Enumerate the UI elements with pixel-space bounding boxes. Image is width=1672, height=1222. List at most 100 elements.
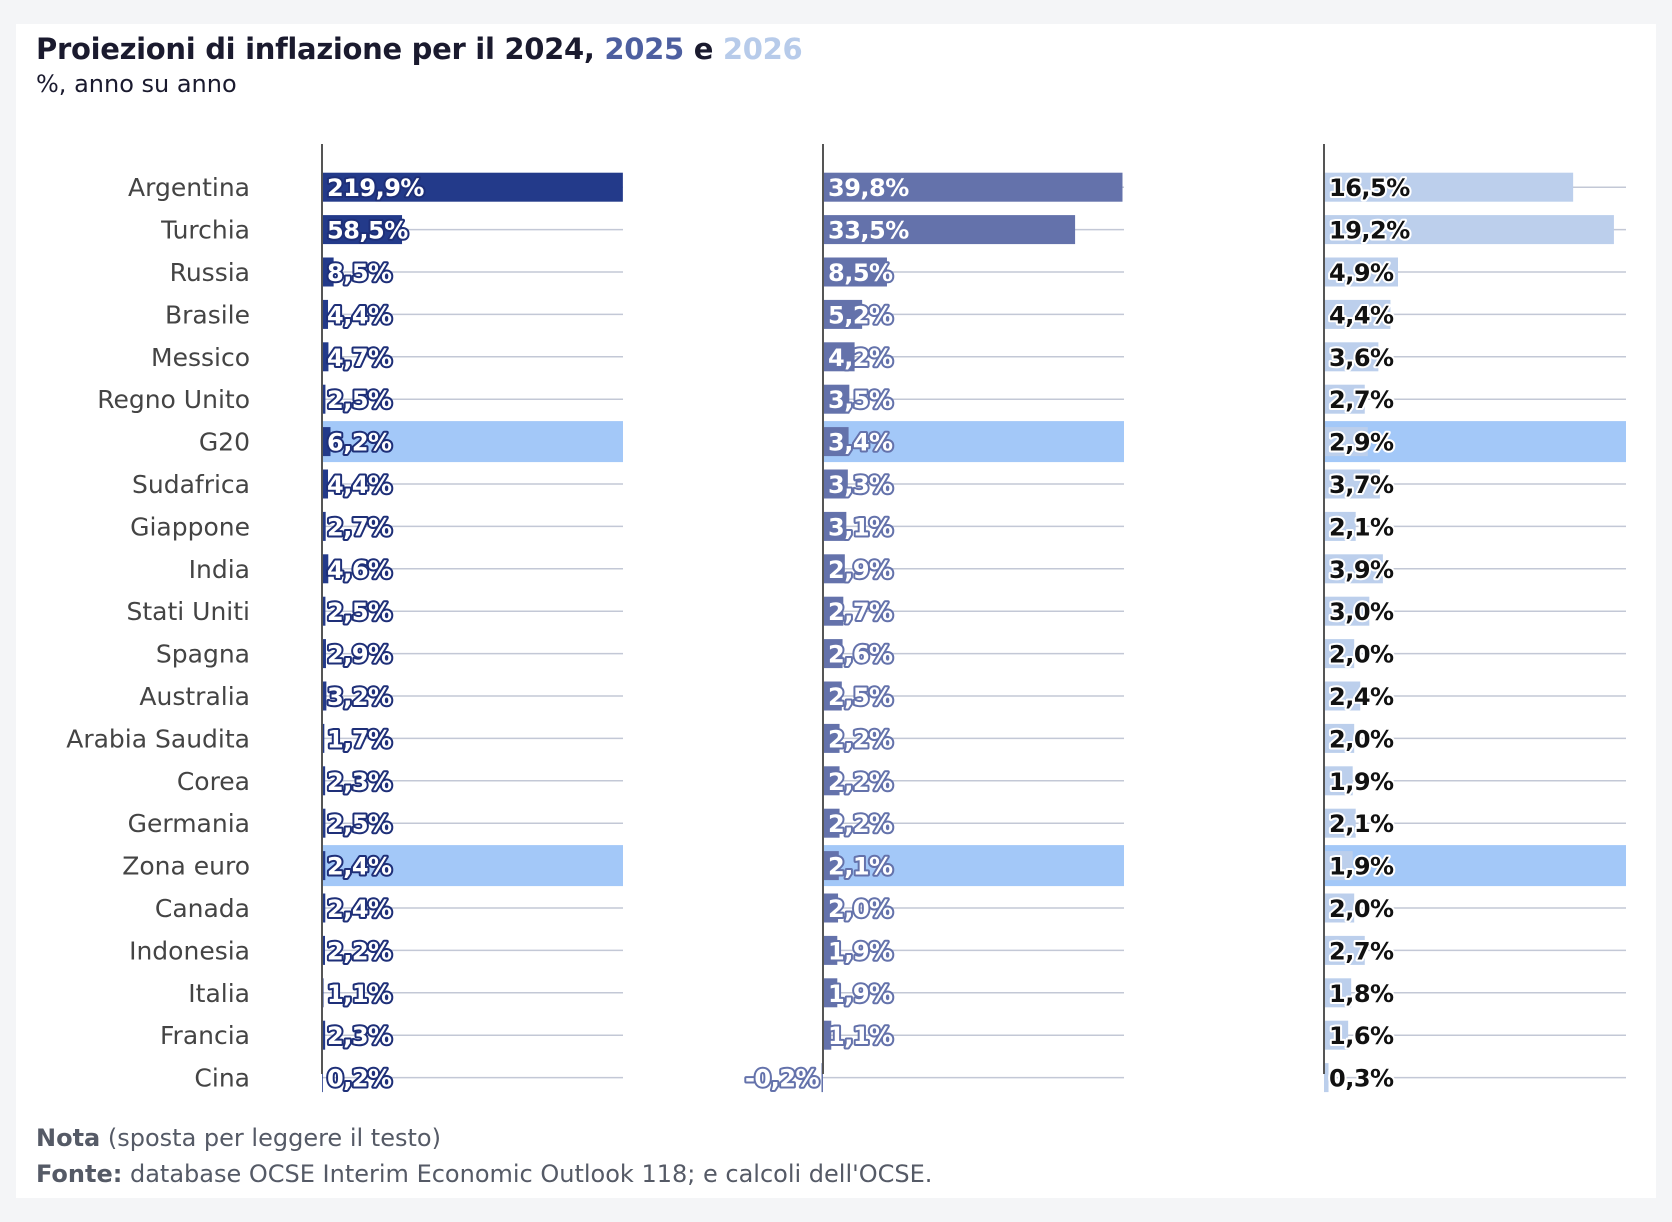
country-label-spagna: Spagna [156, 640, 250, 669]
country-label-turchia: Turchia [160, 216, 250, 245]
value-label-2024-russia: 8,5% [327, 259, 392, 287]
bar-2026-canada [1324, 893, 1355, 923]
value-label-2025-germania: 2,2% [828, 810, 893, 838]
bar-2026-corea [1324, 766, 1353, 796]
bar-2024-indonesia [322, 935, 326, 965]
value-label-2025-giappone: 3,1% [828, 513, 893, 541]
bar-2025-turchia [823, 215, 1076, 245]
value-label-2026-spagna: 2,0% [1329, 641, 1394, 669]
bar-2025-sudafrica [823, 469, 848, 499]
value-label-2025-canada: 2,0% [828, 895, 893, 923]
bar-2024-argentina [322, 172, 623, 202]
country-label-giappone: Giappone [130, 512, 250, 541]
bar-2025-india [823, 554, 845, 584]
note-line[interactable]: Nota (sposta per leggere il testo) [36, 1120, 932, 1156]
value-label-2026-francia: 1,6% [1329, 1022, 1394, 1050]
value-label-2026-australia: 2,4% [1329, 683, 1394, 711]
value-label-2026-argentina: 16,5% [1329, 174, 1410, 202]
value-label-2025-spagna: 2,6% [828, 641, 893, 669]
country-label-corea: Corea [177, 767, 250, 796]
value-label-2026-corea: 1,9% [1329, 768, 1394, 796]
bar-2026-zona-euro [1324, 851, 1353, 881]
title-year-2026: 2026 [722, 32, 803, 66]
source-text: database OCSE Interim Economic Outlook 1… [129, 1160, 933, 1188]
bar-2025-russia [823, 257, 887, 287]
value-label-2026-stati-uniti: 3,0% [1329, 598, 1394, 626]
value-label-2026-indonesia: 2,7% [1329, 937, 1394, 965]
highlight-band-zona-euro-2026 [1324, 845, 1626, 887]
bar-2024-giappone [322, 511, 326, 541]
value-label-2025-turchia: 33,5% [828, 217, 909, 245]
source-line: Fonte: database OCSE Interim Economic Ou… [36, 1156, 932, 1192]
bar-2026-stati-uniti [1324, 596, 1370, 626]
bar-2026-russia [1324, 257, 1398, 287]
value-label-2025-regno-unito: 3,5% [828, 386, 893, 414]
bar-2024-zona-euro [322, 851, 326, 881]
bar-2025-stati-uniti [823, 596, 844, 626]
value-label-2024-zona-euro: 2,4% [327, 853, 392, 881]
note-label: Nota [36, 1124, 101, 1152]
bar-2025-g20 [823, 427, 849, 457]
country-label-brasile: Brasile [165, 300, 250, 329]
title-main: Proiezioni di inflazione per il 2024, [36, 32, 595, 66]
value-label-2025-arabia-saudita: 2,2% [828, 725, 893, 753]
bar-2026-arabia-saudita [1324, 723, 1355, 753]
value-label-2024-italia: 1,1% [327, 980, 392, 1008]
value-label-2024-germania: 2,5% [327, 810, 392, 838]
value-label-2025-francia: 1,1% [828, 1022, 893, 1050]
value-label-2025-australia: 2,5% [828, 683, 893, 711]
value-label-2026-g20: 2,9% [1329, 429, 1394, 457]
value-label-2026-regno-unito: 2,7% [1329, 386, 1394, 414]
bar-2024-brasile [322, 299, 329, 329]
bar-2026-regno-unito [1324, 384, 1365, 414]
bar-2025-regno-unito [823, 384, 850, 414]
bar-2026-francia [1324, 1020, 1349, 1050]
bar-2026-brasile [1324, 299, 1391, 329]
bar-2024-cina [322, 1063, 323, 1093]
value-label-2024-sudafrica: 4,4% [327, 471, 392, 499]
value-label-2024-turchia: 58,5% [327, 217, 408, 245]
bar-2025-italia [823, 978, 838, 1008]
value-label-2026-giappone: 2,1% [1329, 513, 1394, 541]
chart-title: Proiezioni di inflazione per il 2024, 20… [36, 32, 803, 66]
value-label-2025-italia: 1,9% [828, 980, 893, 1008]
value-label-2026-arabia-saudita: 2,0% [1329, 725, 1394, 753]
value-label-2024-canada: 2,4% [327, 895, 392, 923]
value-label-2026-russia: 4,9% [1329, 259, 1394, 287]
bar-2025-spagna [823, 639, 843, 669]
bar-2024-turchia [322, 215, 403, 245]
value-label-2024-arabia-saudita: 1,7% [327, 725, 392, 753]
value-label-2025-messico: 4,2% [828, 344, 893, 372]
bar-2026-giappone [1324, 511, 1356, 541]
bar-2025-argentina [823, 172, 1123, 202]
bar-chart: Argentina Turchia Russia Brasile Messico Regn… [66, 144, 1626, 1095]
highlight-band-g20-2026 [1324, 421, 1626, 463]
value-label-2025-corea: 2,2% [828, 768, 893, 796]
bar-2026-germania [1324, 808, 1356, 838]
bar-2026-spagna [1324, 639, 1355, 669]
bar-2024-canada [322, 893, 326, 923]
country-label-arabia-saudita: Arabia Saudita [66, 724, 250, 753]
value-label-2026-zona-euro: 1,9% [1329, 853, 1394, 881]
bar-2025-indonesia [823, 935, 838, 965]
value-label-2026-cina: 0,3% [1329, 1065, 1394, 1093]
bar-2025-germania [823, 808, 840, 838]
bar-2026-g20 [1324, 427, 1368, 457]
title-connector: e [693, 32, 714, 66]
country-label-cina: Cina [194, 1064, 250, 1093]
bar-2025-francia [823, 1020, 832, 1050]
country-label-stati-uniti: Stati Uniti [126, 597, 250, 626]
value-label-2026-sudafrica: 3,7% [1329, 471, 1394, 499]
value-label-2025-argentina: 39,8% [828, 174, 909, 202]
value-label-2024-regno-unito: 2,5% [327, 386, 392, 414]
value-label-2024-giappone: 2,7% [327, 513, 392, 541]
bar-2026-india [1324, 554, 1383, 584]
value-label-2026-india: 3,9% [1329, 556, 1394, 584]
country-label-messico: Messico [151, 343, 250, 372]
country-label-indonesia: Indonesia [129, 936, 250, 965]
country-label-india: India [189, 555, 250, 584]
bar-2025-cina [821, 1063, 823, 1093]
value-label-2024-messico: 4,7% [327, 344, 392, 372]
bar-2025-zona-euro [823, 851, 839, 881]
country-label-g20: G20 [199, 428, 250, 457]
